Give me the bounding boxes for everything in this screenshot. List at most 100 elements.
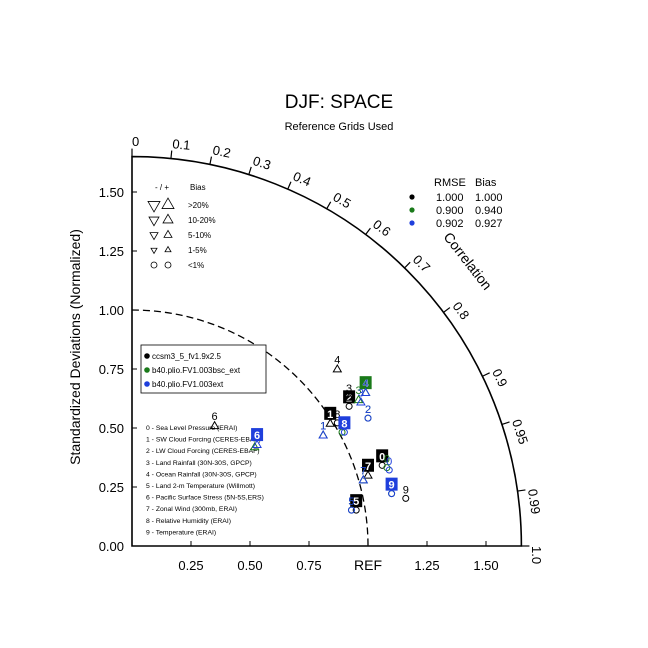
- corr-tick-label: 0.4: [291, 168, 314, 189]
- point-label: 8: [341, 418, 347, 430]
- corr-tick-mark: [365, 227, 371, 235]
- bias-legend-circle-neg: [150, 261, 158, 269]
- corr-tick-label: 0.2: [211, 142, 232, 160]
- bias-legend-label: 5-10%: [188, 231, 211, 240]
- stats-series-dot: [409, 207, 415, 213]
- chart-title: DJF: SPACE: [285, 92, 393, 113]
- stats-bias-value: 0.927: [475, 218, 503, 230]
- point-label: 2: [365, 404, 371, 416]
- chart-subtitle: Reference Grids Used: [285, 121, 394, 133]
- point-label: 3: [346, 383, 352, 395]
- point-marker-circle: [364, 414, 372, 422]
- x-tick-label: 1.25: [414, 558, 439, 573]
- corr-tick-label: 0.7: [410, 252, 433, 275]
- bias-legend-sign: - / +: [155, 183, 169, 192]
- x-tick-label: 0.50: [237, 558, 262, 573]
- point-label: 3: [355, 385, 361, 397]
- point-marker-triangle: [209, 420, 220, 430]
- variable-legend-item: 1 - SW Cloud Forcing (CERES-EBAF): [146, 437, 261, 444]
- point-marker-triangle: [249, 441, 260, 451]
- y-tick-label: 1.00: [99, 303, 124, 318]
- diagram-frame: [131, 155, 523, 547]
- stats-header-rmse: RMSE: [434, 177, 466, 189]
- bias-legend-tri-up: [163, 229, 173, 238]
- corr-tick-mark: [443, 307, 451, 313]
- point-label: 7: [365, 461, 371, 473]
- point-label: 7: [360, 465, 366, 477]
- bias-legend-tri-up: [162, 213, 174, 224]
- point-marker-triangle: [363, 470, 373, 479]
- point-marker-circle: [402, 494, 410, 502]
- corr-tick-mark: [326, 201, 332, 210]
- corr-tick-label: 0.99: [525, 488, 543, 515]
- corr-tick-mark: [501, 421, 510, 425]
- series-legend-box: [140, 344, 267, 394]
- point-label-box: [359, 376, 372, 390]
- point-marker-triangle: [318, 430, 329, 439]
- y-tick-label: 0.00: [99, 539, 124, 554]
- point-marker-triangle: [252, 439, 262, 448]
- variable-legend-item: 2 - LW Cloud Forcing (CERES-EBAF): [146, 448, 260, 455]
- corr-tick-mark: [248, 166, 252, 175]
- stats-rmse-value: 0.902: [436, 218, 464, 230]
- variable-legend-item: 9 - Temperature (ERAI): [146, 529, 216, 536]
- point-marker-triangle: [325, 418, 336, 427]
- data-points: 000111222333444555666777888999: [209, 355, 410, 514]
- series-legend-label: ccsm3_5_fv1.9x2.5: [152, 352, 221, 361]
- point-label: 0: [384, 454, 390, 466]
- corr-tick-label: 0.1: [172, 136, 191, 153]
- corr-tick-mark: [170, 150, 173, 159]
- point-label-box: [376, 449, 389, 463]
- stats-header-bias: Bias: [475, 177, 497, 189]
- x-tick-label: 1.50: [473, 558, 498, 573]
- series-legend-dot: [144, 353, 150, 359]
- variable-legend-item: 3 - Land Rainfall (30N-30S, GPCP): [146, 460, 252, 467]
- bias-legend-tri-down: [148, 216, 160, 227]
- point-label: 8: [334, 409, 340, 421]
- corr-tick-label: 0: [132, 134, 139, 149]
- x-tick-label: 0.25: [178, 558, 203, 573]
- point-marker-triangle: [344, 392, 354, 401]
- point-label-box: [251, 428, 264, 442]
- ref-label: REF: [354, 557, 382, 573]
- variable-legend: 0 - Sea Level Pressure (ERAI) 1 - SW Clou…: [146, 425, 264, 536]
- point-label-box: [338, 416, 351, 430]
- point-label-box: [385, 477, 398, 491]
- point-label-box: [350, 494, 363, 508]
- stats-bias-value: 1.000: [475, 192, 503, 204]
- bias-legend-tri-down: [147, 201, 161, 213]
- outer-frame: [131, 155, 523, 547]
- point-label: 7: [360, 465, 366, 477]
- stats-rmse-value: 0.900: [436, 205, 464, 217]
- point-label: 4: [363, 378, 370, 390]
- corr-tick-label: 0.9: [489, 366, 510, 389]
- point-label: 6: [212, 411, 218, 423]
- point-marker-triangle: [358, 474, 369, 484]
- series-legend-dot: [144, 381, 150, 387]
- point-marker-triangle: [360, 387, 371, 397]
- point-label: 5: [353, 496, 359, 508]
- corr-tick-label: 0.5: [330, 189, 353, 211]
- point-label: 5: [348, 496, 354, 508]
- bias-legend-tri-down: [150, 247, 158, 255]
- point-label: 4: [334, 355, 340, 367]
- y-tick-label: 0.25: [99, 480, 124, 495]
- point-label: 2: [346, 392, 352, 404]
- stats-bias-value: 0.940: [475, 205, 503, 217]
- bias-legend-label: 10-20%: [188, 216, 216, 225]
- y-tick-label: 0.75: [99, 362, 124, 377]
- corr-tick-mark: [482, 372, 490, 377]
- point-label: 4: [363, 378, 369, 390]
- stats-series-dot: [409, 194, 415, 200]
- variable-legend-item: 8 - Relative Humidity (ERAI): [146, 518, 231, 525]
- corr-tick-mark: [517, 489, 526, 492]
- variable-legend-item: 0 - Sea Level Pressure (ERAI): [146, 425, 237, 432]
- series-legend: ccsm3_5_fv1.9x2.5 b40.plio.FV1.003bsc_ext…: [140, 344, 267, 394]
- point-label: 5: [348, 496, 354, 508]
- point-marker-circle: [385, 466, 393, 474]
- series-legend-label: b40.plio.FV1.003ext: [152, 380, 224, 389]
- point-label: 1: [320, 421, 326, 433]
- variable-legend-item: 4 - Ocean Rainfall (30N-30S, GPCP): [146, 471, 257, 478]
